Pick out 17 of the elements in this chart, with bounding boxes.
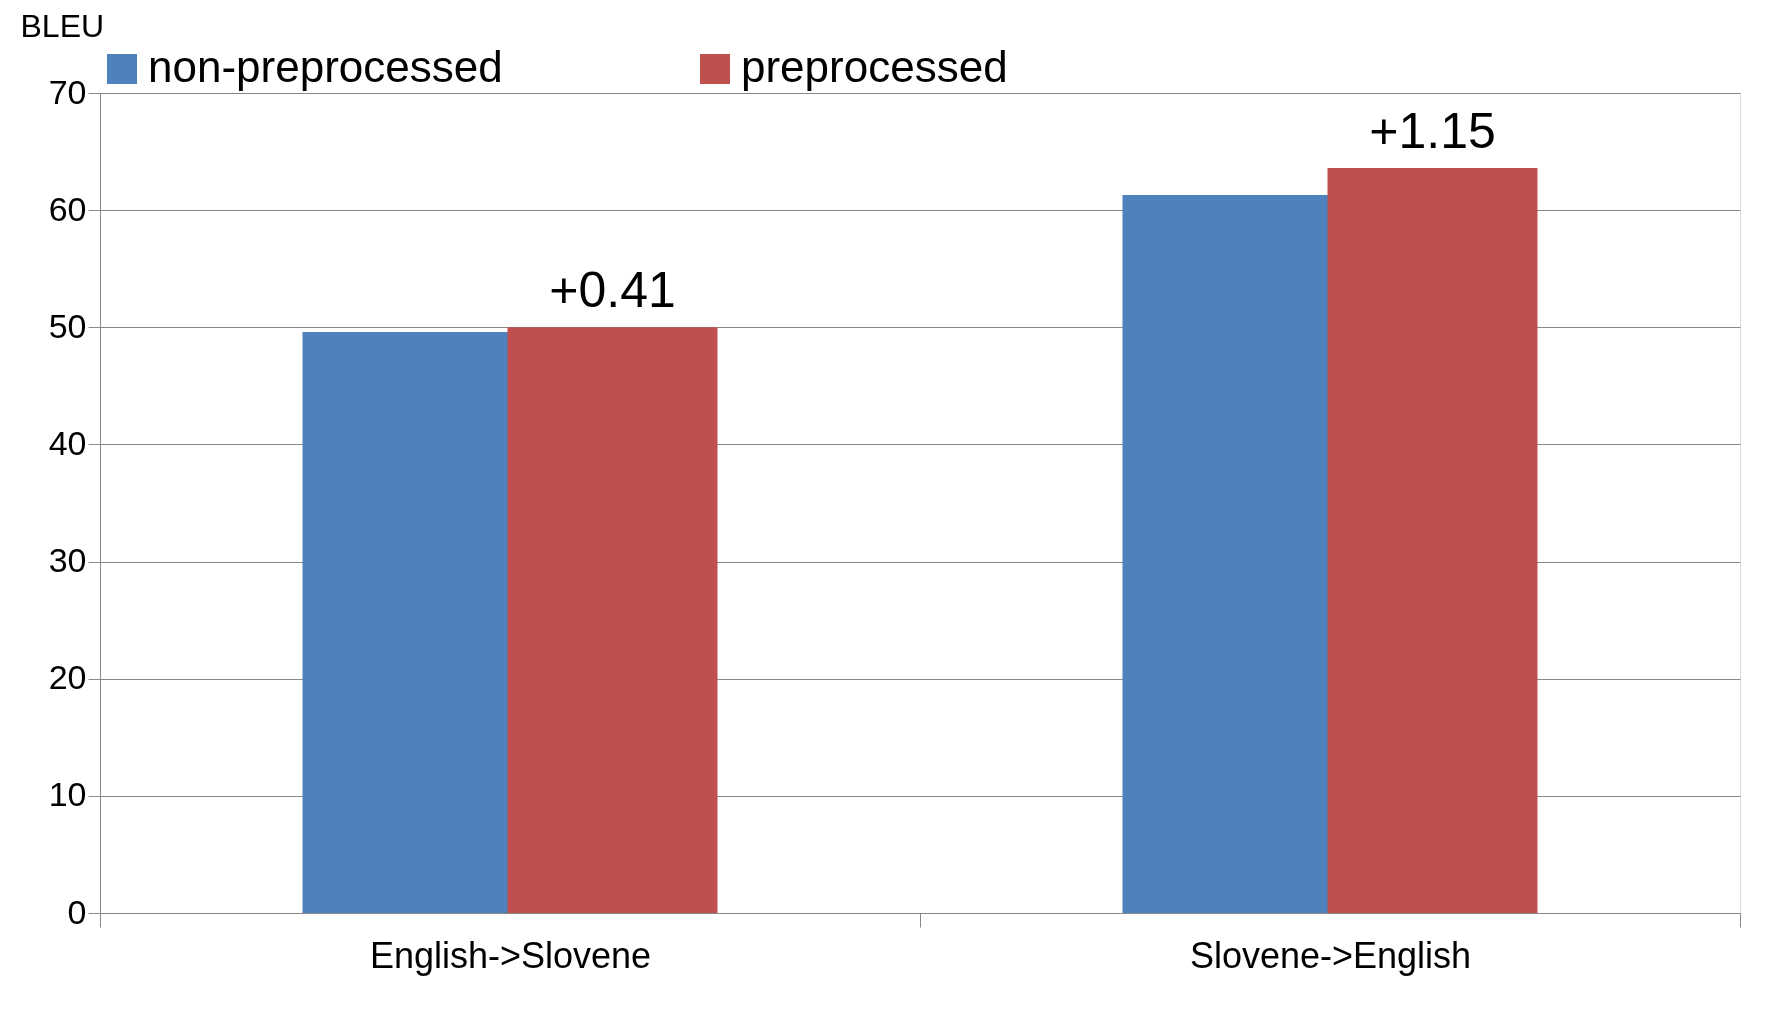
y-tick-label: 0 — [67, 892, 87, 931]
annotation: +0.41 — [549, 262, 676, 319]
y-axis-title: BLEU — [20, 7, 105, 44]
y-tick-label: 10 — [48, 775, 87, 814]
x-tick-label: Slovene->English — [1189, 934, 1472, 976]
y-tick-label: 30 — [48, 541, 87, 580]
y-tick-label: 70 — [48, 72, 87, 111]
bar — [1327, 167, 1538, 913]
legend-label: preprocessed — [741, 42, 1008, 91]
x-tick-label: English->Slovene — [369, 934, 652, 976]
y-tick-label: 20 — [48, 658, 87, 697]
bar — [507, 327, 718, 913]
y-tick-label: 60 — [48, 189, 87, 228]
legend-label: non-preprocessed — [148, 42, 503, 91]
annotation: +1.15 — [1369, 102, 1496, 159]
y-tick-label: 40 — [48, 423, 87, 462]
y-tick-label: 50 — [48, 306, 87, 345]
